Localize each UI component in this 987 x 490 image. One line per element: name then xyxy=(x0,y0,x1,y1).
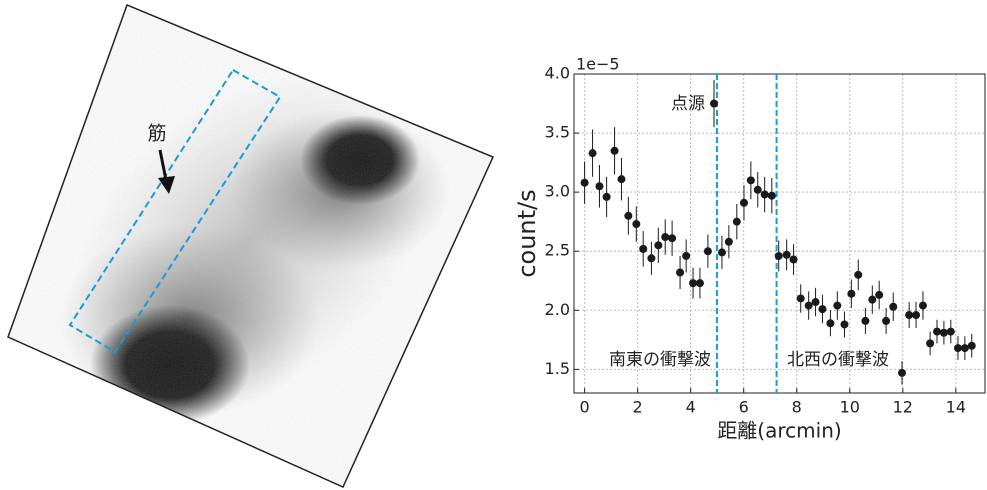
data-point xyxy=(796,294,805,303)
data-point xyxy=(833,301,842,310)
data-point xyxy=(804,301,813,310)
data-point xyxy=(767,191,776,200)
data-point xyxy=(753,185,762,194)
data-point xyxy=(624,211,633,220)
data-point xyxy=(682,251,691,260)
data-point xyxy=(717,248,726,257)
y-tick-label: 3.5 xyxy=(545,123,570,142)
data-point xyxy=(882,316,891,325)
data-point xyxy=(617,175,626,184)
y-tick-label: 2.0 xyxy=(545,300,570,319)
data-point xyxy=(689,279,698,288)
data-point xyxy=(668,234,677,243)
data-point xyxy=(746,176,755,185)
data-point xyxy=(912,311,921,320)
arrow xyxy=(158,149,175,194)
data-point xyxy=(739,198,748,207)
data-point xyxy=(632,220,641,229)
y-offset: 1e−5 xyxy=(576,55,620,74)
data-point xyxy=(933,327,942,336)
image-frame xyxy=(7,4,495,488)
x-tick-label: 8 xyxy=(792,398,802,417)
data-point xyxy=(695,279,704,288)
data-point xyxy=(868,295,877,304)
x-axis-label: 距離(arcmin) xyxy=(717,419,841,443)
data-point xyxy=(782,250,791,259)
data-point xyxy=(939,328,948,337)
plot-frame xyxy=(573,73,986,394)
xray-image xyxy=(8,5,493,487)
data-point xyxy=(774,251,783,260)
data-point xyxy=(580,178,589,187)
data-point xyxy=(953,344,962,353)
data-point xyxy=(724,237,733,246)
image-label: 筋 xyxy=(147,123,166,145)
data-point xyxy=(610,146,619,155)
data-point xyxy=(898,368,907,377)
x-tick-label: 12 xyxy=(893,398,913,417)
annotation: 北西の衝撃波 xyxy=(787,350,889,370)
data-point xyxy=(946,327,955,336)
data-point xyxy=(875,290,884,299)
annotation: 点源 xyxy=(671,94,705,114)
data-point xyxy=(595,182,604,191)
data-point xyxy=(710,99,719,108)
region-box xyxy=(68,68,282,354)
data-point xyxy=(889,302,898,311)
data-point xyxy=(602,192,611,201)
data-point xyxy=(854,270,863,279)
y-tick-label: 4.0 xyxy=(545,64,570,83)
x-tick-label: 4 xyxy=(686,398,696,417)
data-point xyxy=(732,217,741,226)
data-point xyxy=(918,301,927,310)
data-point xyxy=(967,341,976,350)
x-tick-label: 2 xyxy=(633,398,643,417)
x-tick-label: 10 xyxy=(840,398,860,417)
x-tick-label: 0 xyxy=(580,398,590,417)
data-point xyxy=(703,247,712,256)
data-point xyxy=(654,241,663,250)
data-point xyxy=(818,305,827,314)
data-point xyxy=(811,298,820,307)
data-point xyxy=(960,344,969,353)
y-tick-label: 3.0 xyxy=(545,182,570,201)
data-point xyxy=(789,255,798,264)
data-point xyxy=(661,233,670,242)
data-point xyxy=(840,320,849,329)
y-axis-label: count/s xyxy=(513,189,541,277)
data-point xyxy=(639,244,648,253)
data-point xyxy=(647,254,656,263)
data-point xyxy=(826,319,835,328)
data-point xyxy=(926,339,935,348)
x-tick-label: 6 xyxy=(739,398,749,417)
data-point xyxy=(760,190,769,199)
data-point xyxy=(588,149,597,158)
y-tick-label: 1.5 xyxy=(545,359,570,378)
data-point xyxy=(847,289,856,298)
y-tick-label: 2.5 xyxy=(545,241,570,260)
data-point xyxy=(676,268,685,277)
annotation: 南東の衝撃波 xyxy=(609,350,711,370)
x-tick-label: 14 xyxy=(946,398,966,417)
data-point xyxy=(861,316,870,325)
data-point xyxy=(905,311,914,320)
